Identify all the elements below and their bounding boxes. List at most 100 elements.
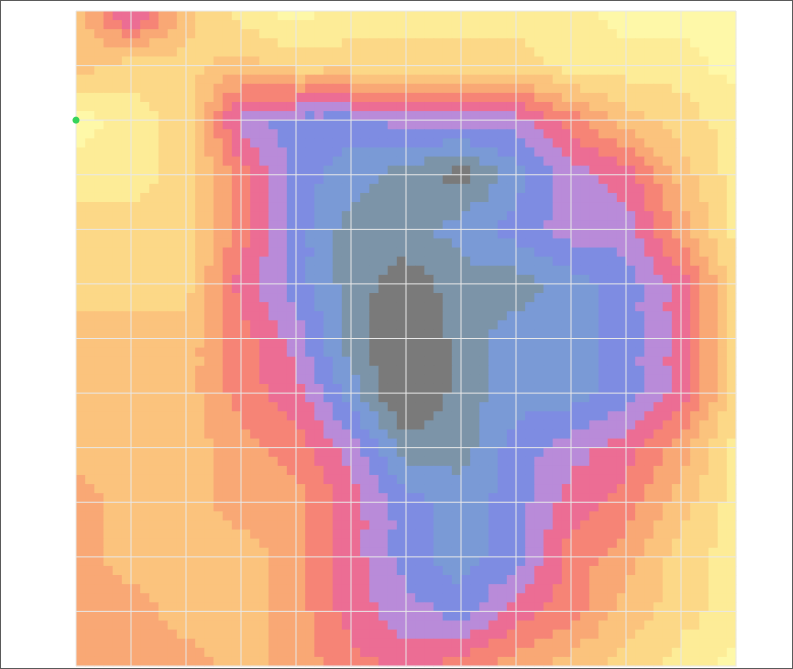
heatmap-cell — [653, 111, 664, 121]
heatmap-cell — [424, 283, 435, 294]
heatmap-cell — [525, 402, 535, 412]
heatmap-cell — [433, 47, 444, 58]
heatmap-cell — [635, 138, 645, 149]
heatmap-cell — [351, 83, 361, 94]
heatmap-cell — [561, 402, 572, 412]
heatmap-cell — [506, 547, 517, 558]
heatmap-cell — [726, 602, 737, 613]
heatmap-cell — [176, 83, 187, 94]
heatmap-cell — [149, 338, 160, 349]
heatmap-cell — [571, 365, 581, 376]
heatmap-cell — [241, 256, 251, 267]
heatmap-cell — [497, 101, 508, 112]
heatmap-cell — [186, 156, 196, 167]
heatmap-cell — [571, 347, 581, 358]
heatmap-cell — [231, 338, 242, 349]
heatmap-cell — [94, 56, 105, 67]
heatmap-cell — [341, 547, 352, 558]
heatmap-cell — [662, 465, 673, 476]
heatmap-cell — [186, 365, 196, 376]
heatmap-cell — [681, 402, 691, 412]
heatmap-cell — [424, 229, 435, 240]
heatmap-cell — [222, 56, 233, 67]
heatmap-cell — [644, 374, 655, 385]
heatmap-cell — [525, 302, 535, 312]
heatmap-cell — [286, 220, 297, 230]
heatmap-cell — [204, 202, 215, 212]
heatmap-cell — [516, 74, 526, 85]
heatmap-cell — [479, 565, 490, 576]
heatmap-cell — [369, 174, 380, 185]
heatmap-cell — [204, 120, 215, 130]
heatmap-cell — [681, 511, 691, 522]
heatmap-cell — [277, 183, 288, 194]
heatmap-cell — [231, 238, 242, 249]
heatmap-cell — [286, 383, 297, 394]
heatmap-cell — [250, 29, 260, 39]
heatmap-cell — [378, 474, 389, 485]
heatmap-cell — [543, 56, 554, 67]
heatmap-cell — [525, 192, 535, 203]
heatmap-cell — [580, 202, 590, 212]
heatmap-cell — [296, 429, 306, 440]
heatmap-cell — [195, 293, 205, 303]
heatmap-cell — [369, 374, 380, 385]
heatmap-cell — [213, 320, 224, 331]
heatmap-cell — [149, 83, 160, 94]
heatmap-cell — [580, 329, 590, 340]
heatmap-cell — [351, 556, 361, 567]
heatmap-cell — [103, 638, 114, 649]
heatmap-cell — [506, 147, 517, 158]
heatmap-cell — [277, 247, 288, 258]
heatmap-cell — [451, 374, 462, 385]
heatmap-cell — [708, 593, 719, 603]
heatmap-cell — [580, 383, 590, 394]
heatmap-cell — [616, 584, 627, 594]
heatmap-cell — [296, 29, 306, 39]
heatmap-cell — [76, 65, 86, 76]
heatmap-cell — [690, 329, 700, 340]
heatmap-cell — [268, 565, 279, 576]
heatmap-cell — [552, 147, 563, 158]
heatmap-cell — [286, 393, 297, 403]
heatmap-cell — [561, 129, 572, 139]
heatmap-cell — [662, 74, 673, 85]
heatmap-cell — [433, 575, 444, 585]
heatmap-cell — [406, 383, 416, 394]
heatmap-cell — [387, 602, 398, 613]
heatmap-cell — [442, 156, 453, 167]
heatmap-cell — [717, 429, 728, 440]
heatmap-cell — [305, 274, 315, 285]
heatmap-cell — [506, 356, 517, 367]
heatmap-cell — [396, 47, 407, 58]
heatmap-cell — [406, 565, 416, 576]
heatmap-cell — [653, 220, 664, 230]
heatmap-cell — [497, 38, 508, 48]
heatmap-cell — [351, 329, 361, 340]
heatmap-cell — [681, 420, 691, 431]
heatmap-cell — [543, 202, 554, 212]
heatmap-cell — [204, 484, 215, 494]
heatmap-cell — [259, 465, 270, 476]
heatmap-cell — [268, 165, 279, 176]
heatmap-cell — [644, 456, 655, 467]
heatmap-cell — [131, 374, 141, 385]
heatmap-cell — [341, 411, 352, 421]
heatmap-cell — [76, 120, 86, 130]
heatmap-cell — [671, 302, 682, 312]
heatmap-cell — [488, 447, 499, 458]
heatmap-cell — [222, 47, 233, 58]
heatmap-cell — [488, 565, 499, 576]
heatmap-cell — [332, 365, 343, 376]
heatmap-cell — [479, 602, 490, 613]
heatmap-cell — [552, 174, 563, 185]
heatmap-cell — [286, 265, 297, 276]
heatmap-cell — [635, 156, 645, 167]
heatmap-cell — [369, 402, 380, 412]
heatmap-cell — [94, 174, 105, 185]
heatmap-cell — [231, 411, 242, 421]
heatmap-cell — [607, 429, 618, 440]
heatmap-cell — [488, 383, 499, 394]
heatmap-cell — [552, 202, 563, 212]
heatmap-cell — [231, 656, 242, 667]
